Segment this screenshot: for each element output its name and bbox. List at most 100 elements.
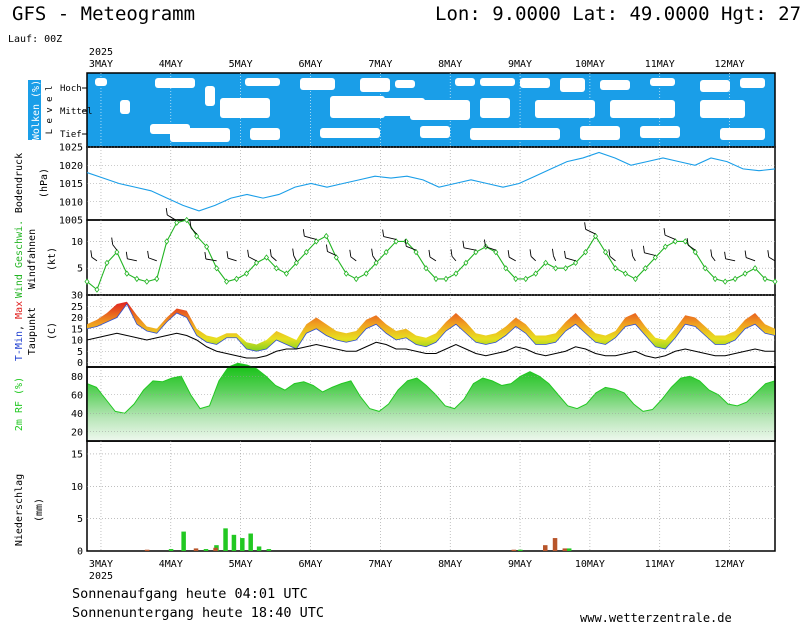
wind-barb-flag: [462, 240, 465, 248]
wind-barb-flag: [111, 237, 114, 245]
wind-barb: [745, 257, 756, 262]
clear-sky-patch: [535, 100, 595, 118]
clear-sky-patch: [470, 128, 560, 140]
date-label-top: 9MAY: [508, 59, 532, 70]
wind-barb-flag: [404, 239, 407, 247]
pressure-panel: 1005 1010 1015 1020 1025 Bodendruck (hPa): [14, 143, 776, 227]
data-marker: [253, 259, 260, 266]
precip-bar: [240, 538, 245, 551]
wind-barb: [112, 244, 118, 251]
clear-sky-patch: [155, 78, 195, 88]
wind-barb-flag: [371, 248, 374, 256]
data-marker: [602, 249, 609, 256]
wind-barbs-axis-label: Windfahnen: [27, 229, 38, 289]
wind-barb: [687, 244, 696, 251]
data-marker: [373, 259, 379, 266]
wind-barb: [304, 235, 317, 240]
wind-barb-flag: [428, 249, 431, 258]
clear-sky-patch: [330, 96, 385, 118]
date-label-bottom: 9MAY: [508, 559, 532, 570]
wind-barb-flag: [744, 250, 747, 258]
source-link[interactable]: www.wetterzentrale.de: [580, 611, 732, 625]
precip-bar: [168, 549, 174, 551]
wind-barb: [429, 256, 437, 262]
wind-barb-flag: [204, 251, 207, 260]
wind-barb: [190, 227, 198, 235]
wind-panel: 5 10 Wind Geschwi. Windfahnen (kt): [14, 207, 778, 298]
temperature-unit-label: (C): [47, 322, 58, 340]
clear-sky-patch: [410, 100, 470, 120]
data-marker: [712, 275, 718, 283]
data-marker: [503, 265, 509, 272]
sunrise-text: Sonnenaufgang heute 04:01 UTC: [72, 586, 308, 602]
data-marker: [293, 259, 299, 266]
precipitation-panel: 0 5 10 15 Niederschlag (mm): [14, 440, 776, 558]
wind-barb: [248, 256, 257, 262]
data-marker: [104, 259, 110, 266]
data-marker: [573, 259, 579, 266]
data-marker: [652, 254, 658, 261]
date-label-top: 10MAY: [575, 59, 605, 70]
clear-sky-patch: [220, 98, 270, 118]
data-marker: [144, 278, 150, 285]
wind-barb: [167, 214, 177, 222]
cloud-axis-label: Wolken (%): [31, 80, 42, 140]
data-marker: [303, 249, 309, 256]
dewpoint-line: [86, 332, 775, 359]
precip-bar: [231, 534, 237, 551]
wind-barb-flag: [189, 221, 192, 229]
precip-bar: [248, 533, 253, 551]
wind-barb-flag: [165, 207, 168, 216]
temperature-axis-label: T-Min, Max: [14, 301, 25, 361]
y-tick-label: 25: [71, 302, 83, 313]
wind-barb-flag: [507, 250, 510, 258]
data-marker: [283, 270, 289, 277]
data-marker: [114, 249, 120, 256]
y-tick-label: 1020: [59, 161, 83, 172]
date-label-top: 6MAY: [298, 59, 322, 70]
wind-barb-flag: [564, 250, 566, 258]
clear-sky-patch: [300, 78, 335, 90]
wind-barb: [227, 257, 237, 262]
sunset-text: Sonnenuntergang heute 18:40 UTC: [72, 605, 324, 621]
wind-barb: [632, 256, 636, 262]
data-marker: [214, 265, 220, 272]
temperature-band: [87, 301, 775, 352]
y-tick-label: 60: [71, 390, 83, 401]
precip-bar: [181, 531, 186, 551]
data-marker: [343, 270, 349, 277]
data-marker: [523, 275, 529, 283]
date-label-top: 3MAY: [89, 59, 113, 70]
data-marker: [174, 219, 180, 226]
wind-barb: [485, 246, 496, 251]
data-marker: [204, 243, 210, 250]
data-marker: [413, 249, 419, 256]
wind-barb: [383, 236, 397, 240]
wind-barb-flag: [631, 249, 634, 257]
date-label-bottom: 4MAY: [159, 559, 183, 570]
y-tick-label: 0: [77, 547, 83, 558]
data-marker: [244, 270, 250, 277]
data-marker: [433, 275, 439, 283]
temperature-frame: [86, 294, 776, 368]
clear-sky-patch: [205, 86, 215, 106]
date-label-top: 11MAY: [645, 59, 675, 70]
date-label-bottom: 12MAY: [715, 559, 745, 570]
data-marker: [563, 265, 569, 272]
precip-bar: [511, 549, 517, 551]
wind-barb-flag: [450, 249, 453, 257]
data-marker: [682, 238, 688, 245]
wind-barb-flag: [125, 251, 128, 259]
wind-barb: [664, 234, 676, 240]
wind-barb-flag: [686, 238, 689, 246]
data-marker: [393, 238, 399, 245]
pressure-line: [86, 151, 776, 212]
wind-barb-flag: [710, 249, 713, 257]
wind-barb: [127, 258, 137, 262]
y-tick-label: 1015: [59, 179, 83, 190]
clear-sky-patch: [120, 100, 130, 114]
wind-barb: [205, 258, 217, 262]
year-label-bottom: 2025: [89, 571, 113, 582]
data-marker: [94, 286, 100, 293]
